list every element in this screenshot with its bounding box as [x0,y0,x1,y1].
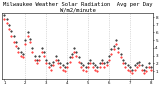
Title: Milwaukee Weather Solar Radiation  Avg per Day W/m2/minute: Milwaukee Weather Solar Radiation Avg pe… [3,2,152,13]
